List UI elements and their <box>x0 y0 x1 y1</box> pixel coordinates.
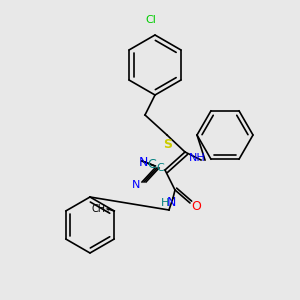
Text: Cl: Cl <box>146 15 156 25</box>
Text: O: O <box>191 200 201 212</box>
Text: NH: NH <box>189 153 206 163</box>
Text: CH₃: CH₃ <box>91 204 109 214</box>
Text: N: N <box>138 155 148 169</box>
Text: C: C <box>148 158 156 172</box>
Text: N: N <box>166 196 176 209</box>
Text: C: C <box>156 163 164 173</box>
Text: N: N <box>132 180 140 190</box>
Text: S: S <box>164 138 172 151</box>
Text: H: H <box>161 198 169 208</box>
